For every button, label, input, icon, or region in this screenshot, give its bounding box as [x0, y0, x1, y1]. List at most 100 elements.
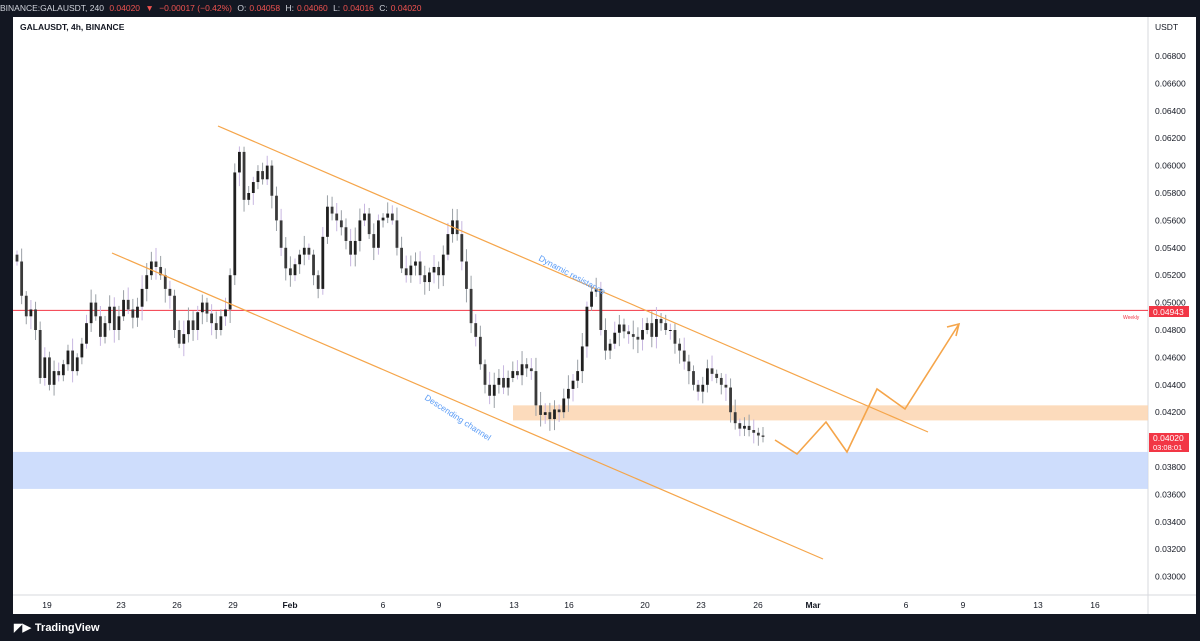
- candle-body: [687, 361, 691, 372]
- time-tick: 19: [42, 600, 52, 610]
- descending-channel-label: Descending channel: [423, 392, 493, 442]
- candle-body: [446, 234, 450, 255]
- candle-body: [645, 323, 649, 330]
- candle-body: [85, 323, 88, 344]
- candle-body: [279, 220, 283, 248]
- open-value: 0.04058: [249, 3, 281, 13]
- candle-body: [617, 324, 621, 333]
- time-tick: 13: [1033, 600, 1043, 610]
- candle-body: [154, 261, 158, 267]
- time-tick: 16: [564, 600, 574, 610]
- candle-body: [455, 220, 459, 235]
- weekly-price-tag-bg: [1149, 306, 1189, 317]
- candle-body: [409, 265, 413, 276]
- candle-body: [631, 334, 635, 337]
- candle-body: [381, 217, 385, 221]
- candle-body: [210, 313, 214, 324]
- price-change: −0.00017 (−0.42%): [159, 3, 232, 13]
- candle-body: [89, 302, 93, 324]
- candle-body: [701, 384, 705, 392]
- candle-body: [372, 234, 376, 248]
- candle-body: [474, 323, 478, 337]
- candle-body: [497, 377, 501, 385]
- price-axis[interactable]: 0.06800 0.06600 0.06400 0.06200 0.06000 0.058…: [1155, 51, 1186, 582]
- low-label: L:: [333, 3, 341, 13]
- candle-body: [330, 206, 334, 214]
- candle-body: [761, 435, 765, 437]
- candle-body: [103, 323, 107, 337]
- candle-body: [159, 266, 163, 276]
- time-axis[interactable]: 19 23 26 29 Feb 6 9 13 16 20 23 26 Mar 6 9 13 16: [42, 600, 1100, 610]
- candle-body: [483, 364, 487, 385]
- price-tick: 0.04600: [1155, 352, 1186, 362]
- candle-body: [562, 398, 566, 413]
- candle-body: [696, 384, 700, 392]
- weekly-price-text: 0.04943: [1153, 307, 1184, 317]
- last-price: 0.04020: [109, 3, 141, 13]
- candle-body: [312, 254, 315, 276]
- candle-body: [173, 295, 176, 330]
- candle-body: [377, 220, 380, 248]
- symbol-label[interactable]: BINANCE:GALAUSDT, 240: [0, 3, 104, 13]
- candle-body: [580, 346, 584, 372]
- candle-body: [756, 432, 760, 436]
- candle-body: [594, 288, 598, 292]
- candle-body: [395, 220, 399, 248]
- price-chart[interactable]: GALAUSDT, 4h, BINANCE USDT 0.06800 0.0660…: [13, 17, 1196, 614]
- candle-body: [414, 261, 417, 266]
- tradingview-logo[interactable]: ◤▶ TradingView: [14, 621, 100, 634]
- candle-body: [349, 240, 353, 255]
- candle-body: [363, 213, 366, 221]
- time-tick: 23: [116, 600, 126, 610]
- candle-body: [427, 272, 431, 283]
- candle-body: [34, 309, 37, 330]
- drawings-layer: [111, 125, 961, 560]
- candle-body: [715, 373, 719, 378]
- candle-body: [275, 195, 278, 221]
- candle-body: [228, 275, 232, 310]
- candle-body: [71, 350, 75, 372]
- candle-body: [506, 377, 510, 388]
- candle-body: [177, 330, 181, 344]
- time-tick: 9: [437, 600, 442, 610]
- candle-body: [516, 371, 519, 376]
- descending-channel-line: [111, 252, 824, 560]
- candle-body: [307, 247, 311, 255]
- candle-body: [293, 264, 297, 276]
- down-arrow-icon: ▼: [145, 3, 154, 13]
- price-tick: 0.06000: [1155, 161, 1186, 171]
- candle-body: [738, 423, 742, 429]
- price-tick: 0.05000: [1155, 298, 1186, 308]
- candle-body: [571, 380, 575, 389]
- price-tick: 0.04400: [1155, 380, 1186, 390]
- candle-body: [344, 227, 348, 241]
- candle-body: [24, 295, 28, 317]
- currency-label: USDT: [1155, 22, 1178, 32]
- candle-body: [641, 330, 644, 340]
- price-tick: 0.06200: [1155, 133, 1186, 143]
- time-tick: 13: [509, 600, 519, 610]
- candle-body: [265, 165, 269, 180]
- candle-body: [627, 331, 631, 335]
- candle-body: [108, 306, 112, 324]
- price-tick: 0.05200: [1155, 270, 1186, 280]
- tradingview-brand: TradingView: [34, 622, 100, 634]
- candle-body: [224, 309, 227, 317]
- candle-body: [673, 330, 677, 344]
- chart-area[interactable]: GALAUSDT, 4h, BINANCE USDT 0.06800 0.0660…: [13, 17, 1196, 614]
- candle-body: [418, 261, 422, 276]
- close-value: 0.04020: [390, 3, 422, 13]
- candle-body: [400, 247, 403, 269]
- candle-body: [358, 220, 362, 241]
- candle-body: [659, 319, 663, 324]
- chart-title: GALAUSDT, 4h, BINANCE: [20, 22, 125, 32]
- candle-body: [724, 384, 728, 388]
- time-tick: 23: [696, 600, 706, 610]
- candle-body: [52, 371, 56, 385]
- time-tick: 9: [961, 600, 966, 610]
- candle-body: [200, 302, 204, 313]
- candle-body: [655, 319, 658, 337]
- candle-body: [247, 193, 251, 200]
- time-tick: Feb: [282, 600, 297, 610]
- candle-body: [678, 343, 681, 351]
